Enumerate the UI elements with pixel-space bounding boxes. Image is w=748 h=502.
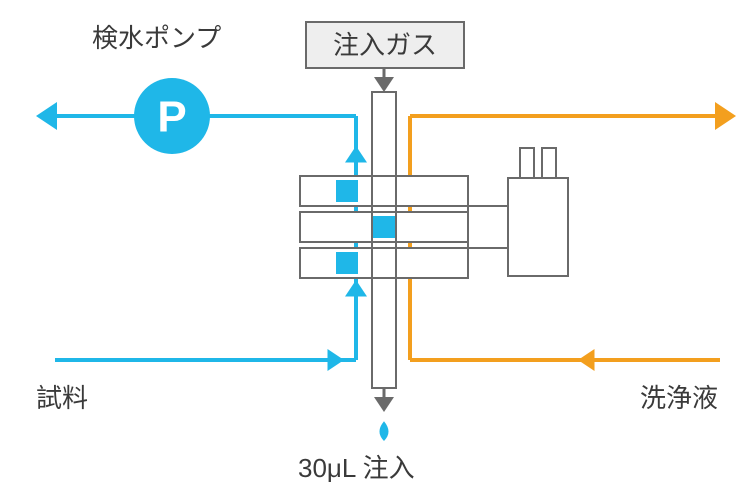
valve-plate — [300, 176, 468, 206]
valve-port-fill — [336, 252, 358, 274]
valve-connector — [468, 206, 508, 248]
sample-label: 試料 — [36, 378, 88, 415]
valve-plate — [300, 248, 468, 278]
wash-label: 洗浄液 — [640, 378, 718, 415]
valve-port-fill — [372, 216, 396, 238]
arrowhead — [36, 102, 57, 130]
injection-gas-label: 注入ガス — [333, 30, 437, 60]
actuator-body — [508, 178, 568, 276]
arrowhead — [328, 349, 345, 371]
arrowhead — [345, 146, 367, 163]
arrowhead — [345, 280, 367, 297]
arrowhead — [374, 397, 394, 412]
arrowhead — [578, 349, 595, 371]
arrowhead — [374, 77, 394, 92]
volume-label: 30μL 注入 — [298, 448, 415, 485]
flow-diagram: 注入ガス P — [0, 0, 748, 502]
pump-label: 検水ポンプ — [92, 18, 221, 55]
droplet-icon — [380, 421, 389, 441]
pump-letter: P — [157, 92, 186, 141]
valve-port-fill — [336, 180, 358, 202]
arrowhead — [715, 102, 736, 130]
actuator-stem — [520, 148, 534, 178]
actuator-stem — [542, 148, 556, 178]
